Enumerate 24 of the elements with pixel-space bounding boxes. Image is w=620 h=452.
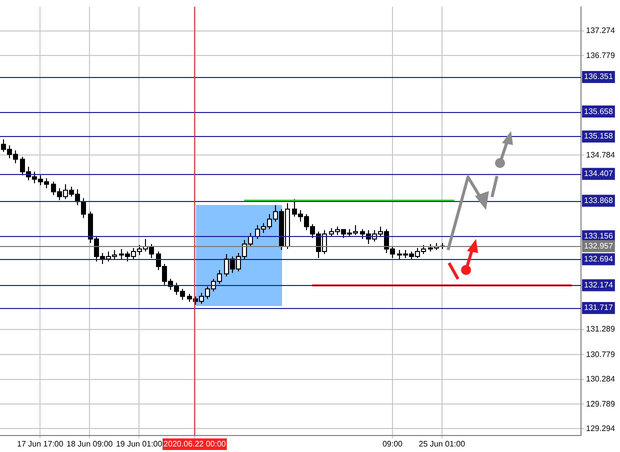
ref-line-label: 132.174: [584, 280, 614, 290]
y-tick-label: 136.779: [586, 50, 616, 60]
ref-line-label: 135.158: [584, 132, 614, 141]
x-tick-label: 2020.06.22 00:00: [164, 439, 226, 448]
x-tick-label: 25 Jun 01:00: [418, 439, 466, 448]
ref-line-label: 131.717: [584, 303, 614, 312]
y-tick-label: 129.294: [586, 424, 616, 433]
x-tick-label: 18 Jun 09:00: [66, 439, 114, 448]
y-tick-label: 131.289: [586, 324, 616, 334]
ref-line-label: 136.351: [584, 72, 614, 82]
x-tick-label: 19 Jun 01:00: [116, 439, 163, 448]
ref-line-label: 132.957: [584, 241, 614, 250]
y-tick-label: 130.779: [586, 350, 616, 359]
y-tick-label: 130.284: [586, 374, 616, 384]
ref-line-label: 132.694: [584, 254, 614, 264]
ref-line-label: 134.407: [584, 169, 614, 178]
ref-line-label: 133.156: [584, 231, 614, 240]
ref-line-label: 133.868: [584, 196, 614, 205]
y-tick-label: 134.784: [586, 150, 616, 160]
x-tick-label: 17 Jun 17:00: [17, 439, 64, 448]
ref-line-label: 135.658: [584, 106, 614, 116]
y-tick-label: 129.789: [586, 399, 616, 408]
y-tick-label: 137.274: [586, 26, 616, 36]
x-tick-label: 09:00: [382, 439, 404, 448]
